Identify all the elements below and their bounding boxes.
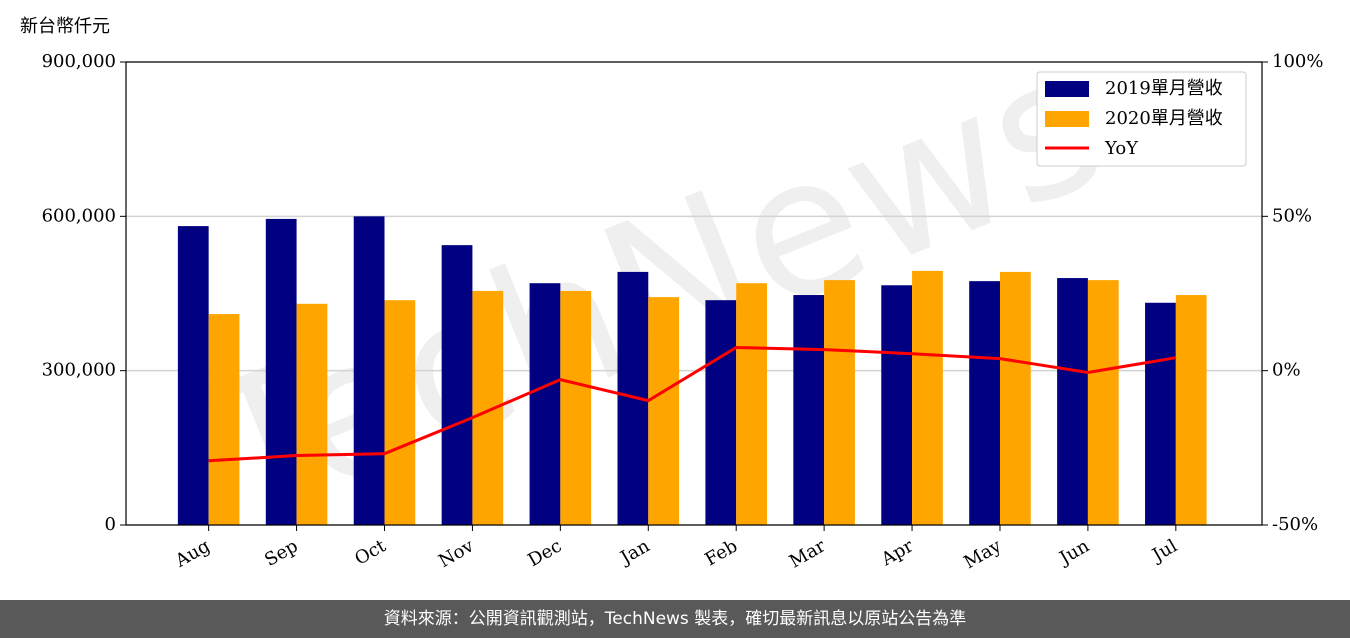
bar — [208, 314, 240, 525]
bar — [999, 271, 1031, 525]
bar — [881, 285, 913, 525]
x-tick-label: Jan — [615, 535, 653, 569]
legend-swatch — [1045, 111, 1089, 127]
bar — [824, 280, 855, 525]
y2-tick-label: 0% — [1272, 360, 1301, 381]
y2-tick-label: 50% — [1272, 205, 1312, 226]
bar — [1145, 302, 1176, 525]
x-tick-label: Nov — [435, 535, 478, 572]
bar — [529, 283, 561, 525]
y-tick-label: 0 — [105, 514, 116, 535]
bar — [296, 303, 328, 525]
x-tick-label: Jun — [1054, 535, 1093, 570]
bar — [705, 300, 737, 525]
bar — [648, 297, 680, 525]
legend: 2019單月營收 2020單月營收 YoY — [1036, 71, 1247, 167]
x-tick-label: Jul — [1147, 535, 1181, 567]
plot-frame — [125, 61, 1263, 526]
legend-label: YoY — [1104, 138, 1139, 159]
y-axis-label: 新台幣仟元 — [20, 16, 110, 37]
bar — [265, 218, 297, 525]
legend-label: 2020單月營收 — [1105, 108, 1223, 129]
bar — [177, 226, 209, 525]
line — [208, 346, 1177, 463]
x-tick-label: Apr — [877, 535, 917, 570]
legend-box — [1036, 71, 1247, 167]
bar — [353, 216, 385, 526]
x-tick-label: Aug — [171, 535, 214, 572]
x-tick-label: Oct — [351, 535, 390, 570]
bar — [1057, 278, 1088, 525]
bar — [969, 281, 1000, 525]
bar — [560, 290, 592, 525]
bar — [793, 295, 825, 525]
bar — [1175, 295, 1207, 525]
x-tick-label: Mar — [786, 535, 830, 572]
x-tick-label: Dec — [524, 535, 565, 571]
y-tick-label: 600,000 — [42, 205, 116, 226]
bar — [736, 283, 767, 525]
legend-swatch — [1045, 81, 1089, 97]
chart: 新台幣仟元 TechNews0300,000600,000900,000-50%… — [20, 9, 1323, 573]
bar — [441, 245, 473, 526]
y-tick-label: 900,000 — [42, 51, 116, 72]
bar — [384, 300, 416, 525]
x-tick-label: Feb — [702, 535, 742, 570]
x-tick-label: May — [960, 535, 1005, 573]
y-tick-label: 300,000 — [42, 360, 116, 381]
bar — [912, 270, 943, 525]
y2-tick-label: 100% — [1272, 51, 1323, 72]
footer: 資料來源：公開資訊觀測站，TechNews 製表，確切最新訊息以原站公告為準 — [0, 600, 1350, 638]
y2-tick-label: -50% — [1272, 514, 1318, 535]
legend-label: 2019單月營收 — [1105, 78, 1223, 99]
bar — [1087, 280, 1119, 525]
bar — [472, 290, 504, 525]
